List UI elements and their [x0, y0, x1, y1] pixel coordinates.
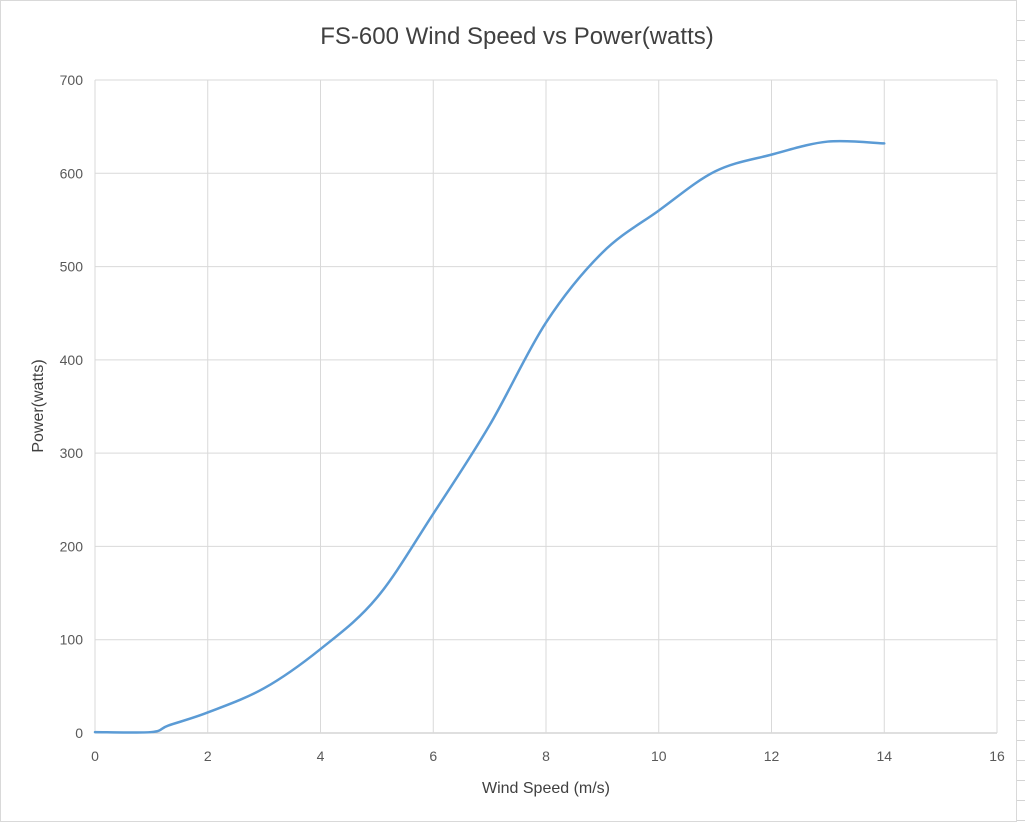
sheet-row-line [1017, 600, 1025, 601]
sheet-row-line [1017, 140, 1025, 141]
y-tick-label: 700 [60, 72, 84, 88]
x-tick-label: 6 [429, 748, 437, 764]
chart-title: FS-600 Wind Speed vs Power(watts) [320, 23, 713, 50]
sheet-row-line [1017, 820, 1025, 821]
sheet-row-line [1017, 100, 1025, 101]
y-tick-label: 100 [60, 632, 84, 648]
y-tick-label: 600 [60, 165, 84, 181]
sheet-row-line [1017, 720, 1025, 721]
sheet-row-line [1017, 660, 1025, 661]
sheet-row-line [1017, 460, 1025, 461]
x-tick-label: 2 [204, 748, 212, 764]
sheet-row-line [1017, 800, 1025, 801]
sheet-row-line [1017, 680, 1025, 681]
sheet-row-line [1017, 620, 1025, 621]
x-tick-label: 0 [91, 748, 99, 764]
gridlines [94, 79, 998, 734]
power-curve-line [93, 139, 886, 734]
sheet-row-line [1017, 160, 1025, 161]
sheet-row-line [1017, 540, 1025, 541]
y-tick-label: 500 [60, 259, 84, 275]
y-tick-label: 200 [60, 538, 84, 554]
sheet-row-line [1017, 300, 1025, 301]
sheet-row-line [1017, 780, 1025, 781]
y-tick-label: 300 [60, 445, 84, 461]
x-tick-label: 8 [542, 748, 550, 764]
sheet-row-line [1017, 200, 1025, 201]
series-layer [93, 139, 886, 734]
sheet-row-line [1017, 420, 1025, 421]
sheet-row-line [1017, 220, 1025, 221]
sheet-row-line [1017, 180, 1025, 181]
sheet-row-line [1017, 760, 1025, 761]
y-axis-title: Power(watts) [30, 359, 47, 452]
sheet-row-line [1017, 320, 1025, 321]
sheet-row-line [1017, 740, 1025, 741]
sheet-row-line [1017, 20, 1025, 21]
x-axis-title: Wind Speed (m/s) [482, 780, 610, 797]
sheet-row-line [1017, 260, 1025, 261]
x-tick-label: 10 [651, 748, 667, 764]
sheet-row-line [1017, 560, 1025, 561]
sheet-row-line [1017, 240, 1025, 241]
sheet-row-line [1017, 340, 1025, 341]
sheet-row-line [1017, 640, 1025, 641]
sheet-row-line [1017, 400, 1025, 401]
sheet-row-line [1017, 280, 1025, 281]
sheet-row-line [1017, 700, 1025, 701]
x-tick-label: 4 [317, 748, 325, 764]
y-tick-label: 400 [60, 352, 84, 368]
sheet-row-line [1017, 440, 1025, 441]
sheet-row-line [1017, 40, 1025, 41]
sheet-row-line [1017, 520, 1025, 521]
sheet-row-line [1017, 80, 1025, 81]
x-tick-label: 14 [876, 748, 892, 764]
sheet-row-line [1017, 360, 1025, 361]
y-tick-label: 0 [75, 725, 83, 741]
sheet-row-line [1017, 120, 1025, 121]
sheet-row-line [1017, 500, 1025, 501]
sheet-row-line [1017, 380, 1025, 381]
tick-labels: 0 100 200 300 400 500 600 700 0 2 4 6 8 10 12 14 16 [60, 72, 1005, 764]
x-tick-label: 12 [764, 748, 780, 764]
sheet-row-line [1017, 480, 1025, 481]
x-tick-label: 16 [989, 748, 1005, 764]
sheet-edge [1017, 0, 1025, 822]
sheet-row-line [1017, 60, 1025, 61]
sheet-row-line [1017, 580, 1025, 581]
